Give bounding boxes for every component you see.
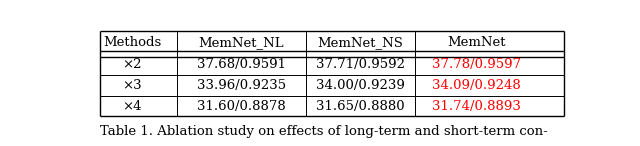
Text: MemNet_NL: MemNet_NL [198, 36, 284, 49]
Text: ×4: ×4 [122, 100, 142, 113]
Text: ×2: ×2 [122, 58, 142, 71]
Text: MemNet_NS: MemNet_NS [317, 36, 403, 49]
Text: 31.65/0.8880: 31.65/0.8880 [316, 100, 404, 113]
Text: Methods: Methods [103, 36, 161, 49]
Text: 31.60/0.8878: 31.60/0.8878 [197, 100, 285, 113]
Text: ×3: ×3 [122, 79, 142, 92]
Text: 37.78/0.9597: 37.78/0.9597 [432, 58, 522, 71]
Text: 31.74/0.8893: 31.74/0.8893 [433, 100, 521, 113]
Text: Table 1. Ablation study on effects of long-term and short-term con-: Table 1. Ablation study on effects of lo… [100, 125, 548, 138]
Text: MemNet: MemNet [447, 36, 506, 49]
Text: 33.96/0.9235: 33.96/0.9235 [196, 79, 286, 92]
Text: 34.00/0.9239: 34.00/0.9239 [316, 79, 404, 92]
Text: 34.09/0.9248: 34.09/0.9248 [433, 79, 521, 92]
Text: 37.71/0.9592: 37.71/0.9592 [316, 58, 404, 71]
Text: 37.68/0.9591: 37.68/0.9591 [196, 58, 285, 71]
